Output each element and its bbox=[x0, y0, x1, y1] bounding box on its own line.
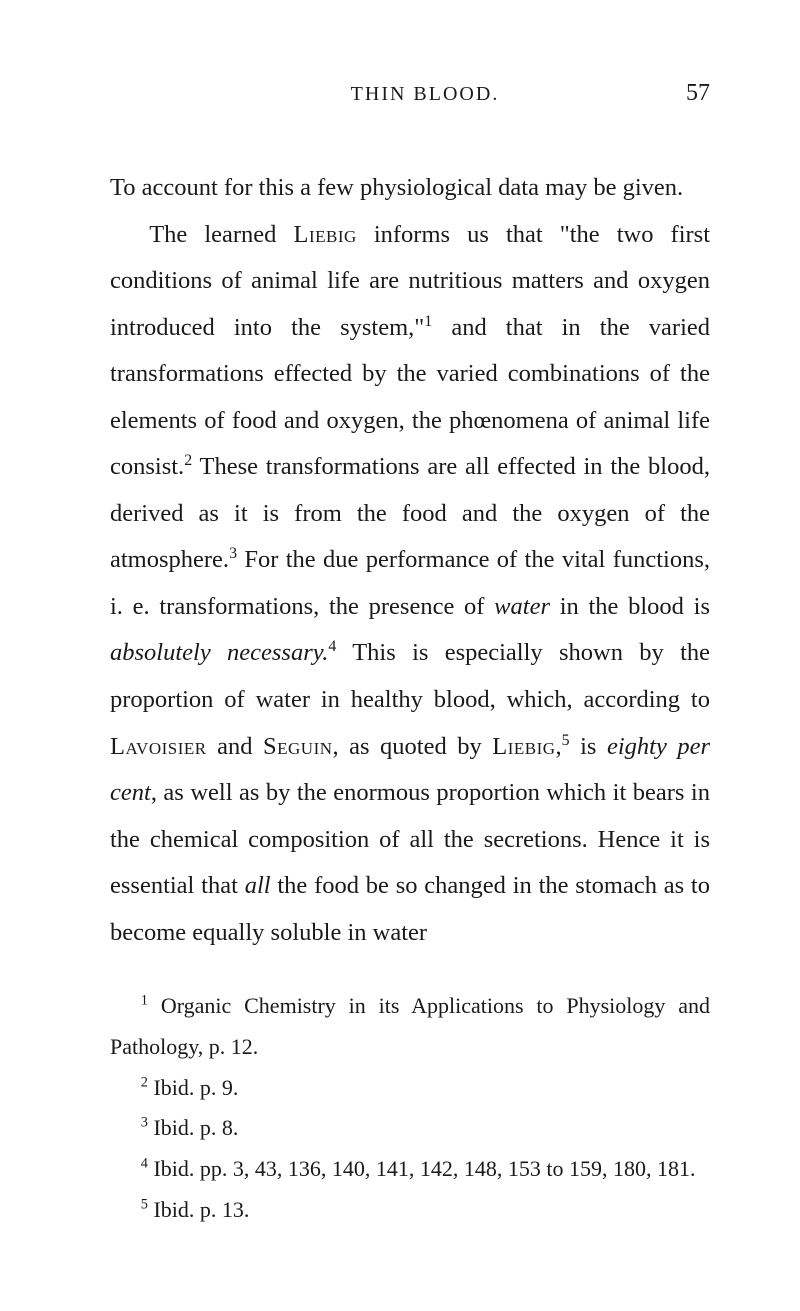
body-text: To account for this a few physiological … bbox=[110, 165, 710, 956]
footnote-marker-5: 5 bbox=[562, 731, 570, 748]
text-run: is bbox=[570, 733, 607, 760]
footnote-2: 2 Ibid. p. 9. bbox=[110, 1068, 710, 1109]
footnotes: 1 Organic Chemistry in its Applications … bbox=[110, 986, 710, 1230]
emphasis-water: water bbox=[494, 593, 550, 620]
footnote-text: Ibid. p. 8. bbox=[148, 1115, 238, 1140]
footnote-3: 3 Ibid. p. 8. bbox=[110, 1108, 710, 1149]
emphasis-absolutely-necessary: absolutely necessary. bbox=[110, 639, 328, 666]
page-number: 57 bbox=[660, 80, 710, 107]
name-liebig-2: Liebig bbox=[492, 733, 555, 760]
footnote-text: Organic Chemistry in its Applications to… bbox=[110, 993, 710, 1059]
footnote-5: 5 Ibid. p. 13. bbox=[110, 1190, 710, 1231]
text-run: The learned bbox=[149, 221, 293, 248]
page-container: THIN BLOOD. 57 To account for this a few… bbox=[0, 0, 800, 1311]
footnote-4: 4 Ibid. pp. 3, 43, 136, 140, 141, 142, 1… bbox=[110, 1149, 710, 1190]
footnote-marker-2: 2 bbox=[184, 452, 192, 469]
name-seguin: Seguin bbox=[263, 733, 333, 760]
text-run: and bbox=[207, 733, 263, 760]
paragraph-1: To account for this a few physiological … bbox=[110, 165, 710, 212]
running-title: THIN BLOOD. bbox=[110, 83, 660, 106]
footnote-number: 2 bbox=[141, 1074, 148, 1090]
footnote-number: 5 bbox=[141, 1196, 148, 1212]
footnote-1: 1 Organic Chemistry in its Applications … bbox=[110, 986, 710, 1067]
text-run: , as quoted by bbox=[333, 733, 493, 760]
footnote-number: 4 bbox=[141, 1156, 148, 1172]
emphasis-all: all bbox=[245, 872, 271, 899]
footnote-text: Ibid. pp. 3, 43, 136, 140, 141, 142, 148… bbox=[148, 1156, 696, 1181]
footnote-text: Ibid. p. 13. bbox=[148, 1197, 249, 1222]
name-lavoisier: Lavoisier bbox=[110, 733, 207, 760]
name-liebig: Liebig bbox=[293, 221, 356, 248]
footnote-number: 3 bbox=[141, 1115, 148, 1131]
footnote-text: Ibid. p. 9. bbox=[148, 1075, 238, 1100]
footnote-marker-3: 3 bbox=[229, 545, 237, 562]
paragraph-2: The learned Liebig informs us that "the … bbox=[110, 212, 710, 957]
footnote-number: 1 bbox=[141, 993, 148, 1009]
text-run: in the blood is bbox=[550, 593, 710, 620]
running-head: THIN BLOOD. 57 bbox=[110, 80, 710, 107]
